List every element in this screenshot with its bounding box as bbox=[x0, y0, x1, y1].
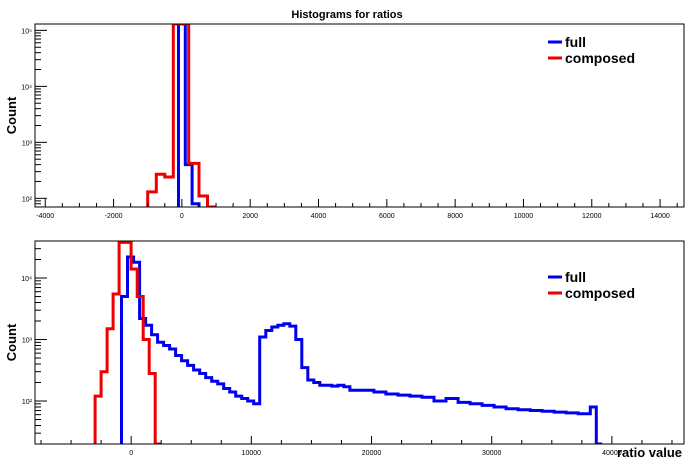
x-tick-label: 10000 bbox=[514, 213, 534, 220]
series-line-composed bbox=[93, 241, 162, 444]
y-axis-title: Count bbox=[4, 96, 19, 134]
legend-label-composed: composed bbox=[565, 50, 635, 66]
top-histogram-panel: -4000 -2000 0 2000 4000 6000 8000 10000 12000 140… bbox=[4, 23, 685, 220]
x-tick-label: 14000 bbox=[650, 213, 670, 220]
x-tick-label: 8000 bbox=[447, 213, 463, 220]
y-tick-label: 10² bbox=[22, 399, 33, 406]
series-line-full bbox=[120, 255, 603, 444]
y-tick-label: 10⁵ bbox=[21, 28, 32, 35]
y-tick-label: 10³ bbox=[22, 338, 33, 345]
x-tick-label: 40000 bbox=[602, 450, 622, 457]
x-tick-label: 30000 bbox=[482, 450, 502, 457]
x-tick-label: 6000 bbox=[379, 213, 395, 220]
x-tick-label: 2000 bbox=[242, 213, 258, 220]
x-tick-label: 4000 bbox=[311, 213, 327, 220]
legend-label-composed: composed bbox=[565, 285, 635, 301]
y-tick-label: 10³ bbox=[22, 140, 33, 147]
legend-label-full: full bbox=[565, 269, 586, 285]
x-tick-label: 10000 bbox=[242, 450, 262, 457]
y-axis-title: Count bbox=[4, 323, 19, 361]
chart-title: Histograms for ratios bbox=[291, 9, 402, 21]
y-tick-label: 10⁴ bbox=[21, 84, 32, 91]
x-tick-label: 0 bbox=[180, 213, 184, 220]
x-tick-label: 12000 bbox=[582, 213, 602, 220]
x-axis-title: ratio value bbox=[617, 445, 682, 460]
x-tick-label: 0 bbox=[129, 450, 133, 457]
x-tick-label: -2000 bbox=[105, 213, 123, 220]
y-tick-label: 10⁴ bbox=[21, 276, 32, 283]
bottom-histogram-panel: 0 10000 20000 30000 40000 10² 10³ 10⁴ Count ratio… bbox=[4, 240, 685, 460]
x-tick-label: 20000 bbox=[362, 450, 382, 457]
x-tick-label: -4000 bbox=[36, 213, 54, 220]
series-line-composed bbox=[146, 24, 216, 207]
y-tick-label: 10² bbox=[22, 196, 33, 203]
legend-label-full: full bbox=[565, 34, 586, 50]
